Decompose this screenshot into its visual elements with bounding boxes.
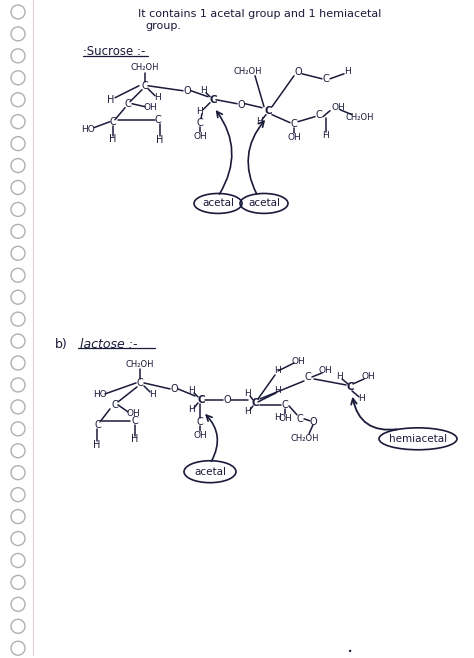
Text: group.: group.: [145, 21, 181, 31]
Text: H: H: [323, 131, 329, 140]
Text: C: C: [264, 106, 272, 116]
Text: It contains 1 acetal group and 1 hemiacetal: It contains 1 acetal group and 1 hemiace…: [138, 9, 382, 19]
Text: H: H: [155, 93, 161, 102]
Text: OH: OH: [278, 415, 292, 423]
Text: HO: HO: [81, 125, 95, 134]
Text: O: O: [170, 384, 178, 394]
Text: OH: OH: [361, 372, 375, 382]
Text: C: C: [209, 95, 217, 105]
Text: C: C: [125, 99, 131, 109]
Text: C: C: [111, 400, 118, 410]
Text: C: C: [305, 372, 311, 382]
Text: C: C: [316, 110, 322, 120]
Text: C: C: [323, 74, 329, 84]
Text: O: O: [183, 86, 191, 96]
Text: H: H: [274, 413, 282, 422]
Text: C: C: [251, 398, 259, 408]
Text: OH: OH: [193, 431, 207, 440]
Text: O: O: [237, 100, 245, 110]
Text: O: O: [223, 395, 231, 405]
Text: OH: OH: [126, 409, 140, 418]
Text: C: C: [197, 395, 205, 405]
Text: H: H: [197, 107, 203, 116]
Text: b): b): [55, 338, 68, 351]
Text: acetal: acetal: [202, 199, 234, 209]
Text: H: H: [189, 405, 195, 415]
Text: H: H: [274, 367, 282, 376]
Text: H: H: [189, 386, 195, 395]
Text: H: H: [274, 386, 282, 395]
Text: hemiacetal: hemiacetal: [389, 434, 447, 443]
Text: OH: OH: [318, 367, 332, 376]
Text: lactose :-: lactose :-: [80, 338, 137, 351]
Text: H: H: [131, 434, 139, 443]
Text: OH: OH: [193, 132, 207, 141]
Text: C: C: [291, 118, 297, 129]
Text: H: H: [109, 134, 117, 143]
Text: C: C: [282, 400, 288, 410]
Text: H: H: [359, 394, 365, 403]
Text: C: C: [155, 114, 161, 124]
Text: H: H: [156, 135, 164, 145]
Text: CH₂OH: CH₂OH: [131, 63, 159, 72]
Text: acetal: acetal: [248, 199, 280, 209]
Text: OH: OH: [291, 357, 305, 365]
Text: H: H: [150, 390, 156, 399]
Text: CH₂OH: CH₂OH: [126, 359, 154, 368]
Text: OH: OH: [331, 103, 345, 113]
Text: C: C: [346, 382, 354, 392]
Text: C: C: [297, 414, 303, 424]
Text: C: C: [95, 420, 101, 430]
Text: C: C: [197, 118, 203, 128]
Text: OH: OH: [287, 133, 301, 142]
Text: CH₂OH: CH₂OH: [234, 67, 262, 76]
Text: HO: HO: [93, 390, 107, 399]
Text: CH₂OH: CH₂OH: [346, 113, 374, 122]
Text: H: H: [107, 95, 115, 105]
Text: O: O: [294, 67, 302, 77]
Text: H: H: [256, 117, 264, 126]
Text: H: H: [345, 67, 351, 76]
Text: C: C: [142, 81, 148, 91]
Text: C: C: [132, 416, 138, 426]
Text: acetal: acetal: [194, 467, 226, 476]
Text: ·Sucrose :-: ·Sucrose :-: [83, 45, 146, 59]
Text: H: H: [93, 440, 100, 450]
Text: H: H: [245, 390, 251, 399]
Text: H: H: [201, 86, 207, 95]
Text: H: H: [337, 372, 343, 382]
Text: CH₂OH: CH₂OH: [291, 434, 319, 443]
Text: .: .: [347, 637, 353, 656]
Text: H: H: [245, 407, 251, 417]
Text: C: C: [109, 116, 117, 127]
Text: O: O: [309, 417, 317, 427]
Text: C: C: [197, 417, 203, 427]
Text: C: C: [137, 378, 143, 388]
Text: OH: OH: [143, 103, 157, 113]
